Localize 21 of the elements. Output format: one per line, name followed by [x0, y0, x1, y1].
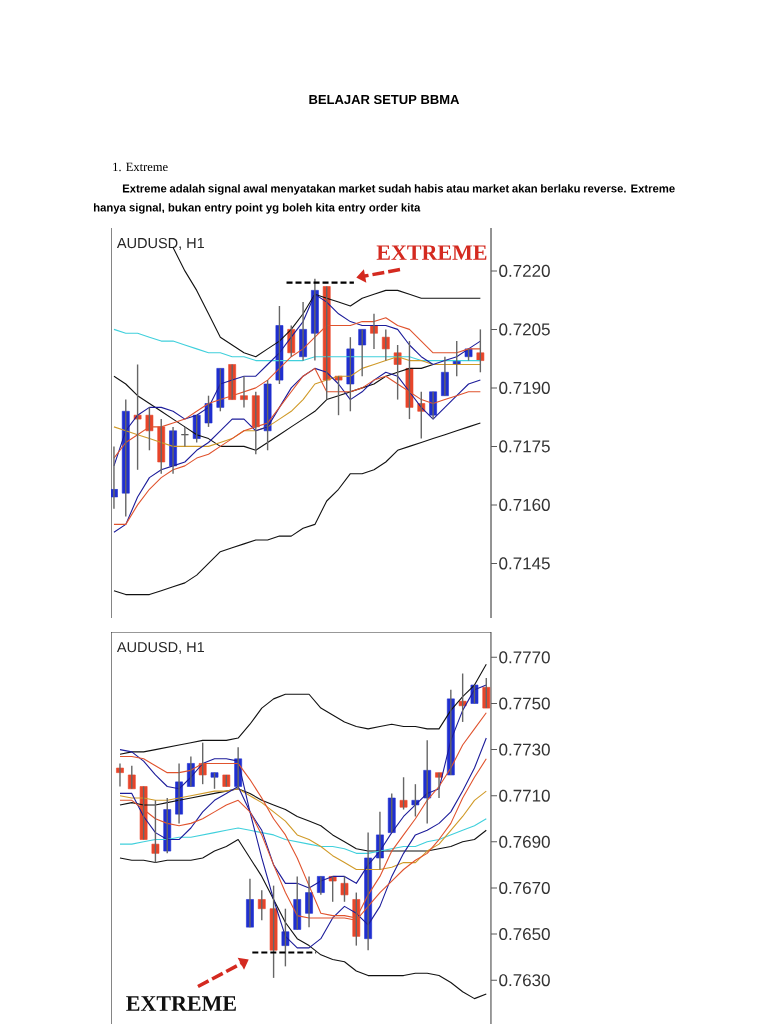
y-tick-label: 0.7670: [499, 881, 550, 894]
y-tick-label: 0.7690: [499, 835, 550, 848]
text: 1. Extreme: [113, 162, 168, 172]
y-tick-label: 0.7145: [499, 557, 550, 570]
text: AUDUSD, H1: [116, 237, 204, 250]
text: AUDUSD, H1: [116, 641, 204, 654]
annotation: EXTREME: [376, 245, 487, 260]
text: BELAJAR SETUP BBMA: [309, 94, 460, 105]
y-tick-label: 0.7750: [499, 697, 550, 710]
y-tick-label: 0.7630: [499, 974, 550, 987]
y-tick-label: 0.7220: [499, 264, 550, 277]
y-tick-label: 0.7650: [499, 928, 550, 941]
y-tick-label: 0.7160: [499, 498, 550, 511]
y-tick-label: 0.7710: [499, 789, 550, 802]
annotation: EXTREME: [126, 996, 236, 1011]
y-tick-label: 0.7205: [499, 323, 550, 336]
y-tick-label: 0.7730: [499, 743, 550, 756]
y-tick-label: 0.7770: [499, 651, 550, 664]
y-tick-label: 0.7190: [499, 381, 550, 394]
text: Extreme adalah signal awal menyatakan market sudah habis atau market akan berlaku reverse. Extreme hanya signal, bukan entry point yg boleh kita entry order kita: [93, 184, 675, 214]
y-tick-label: 0.7175: [499, 440, 550, 453]
